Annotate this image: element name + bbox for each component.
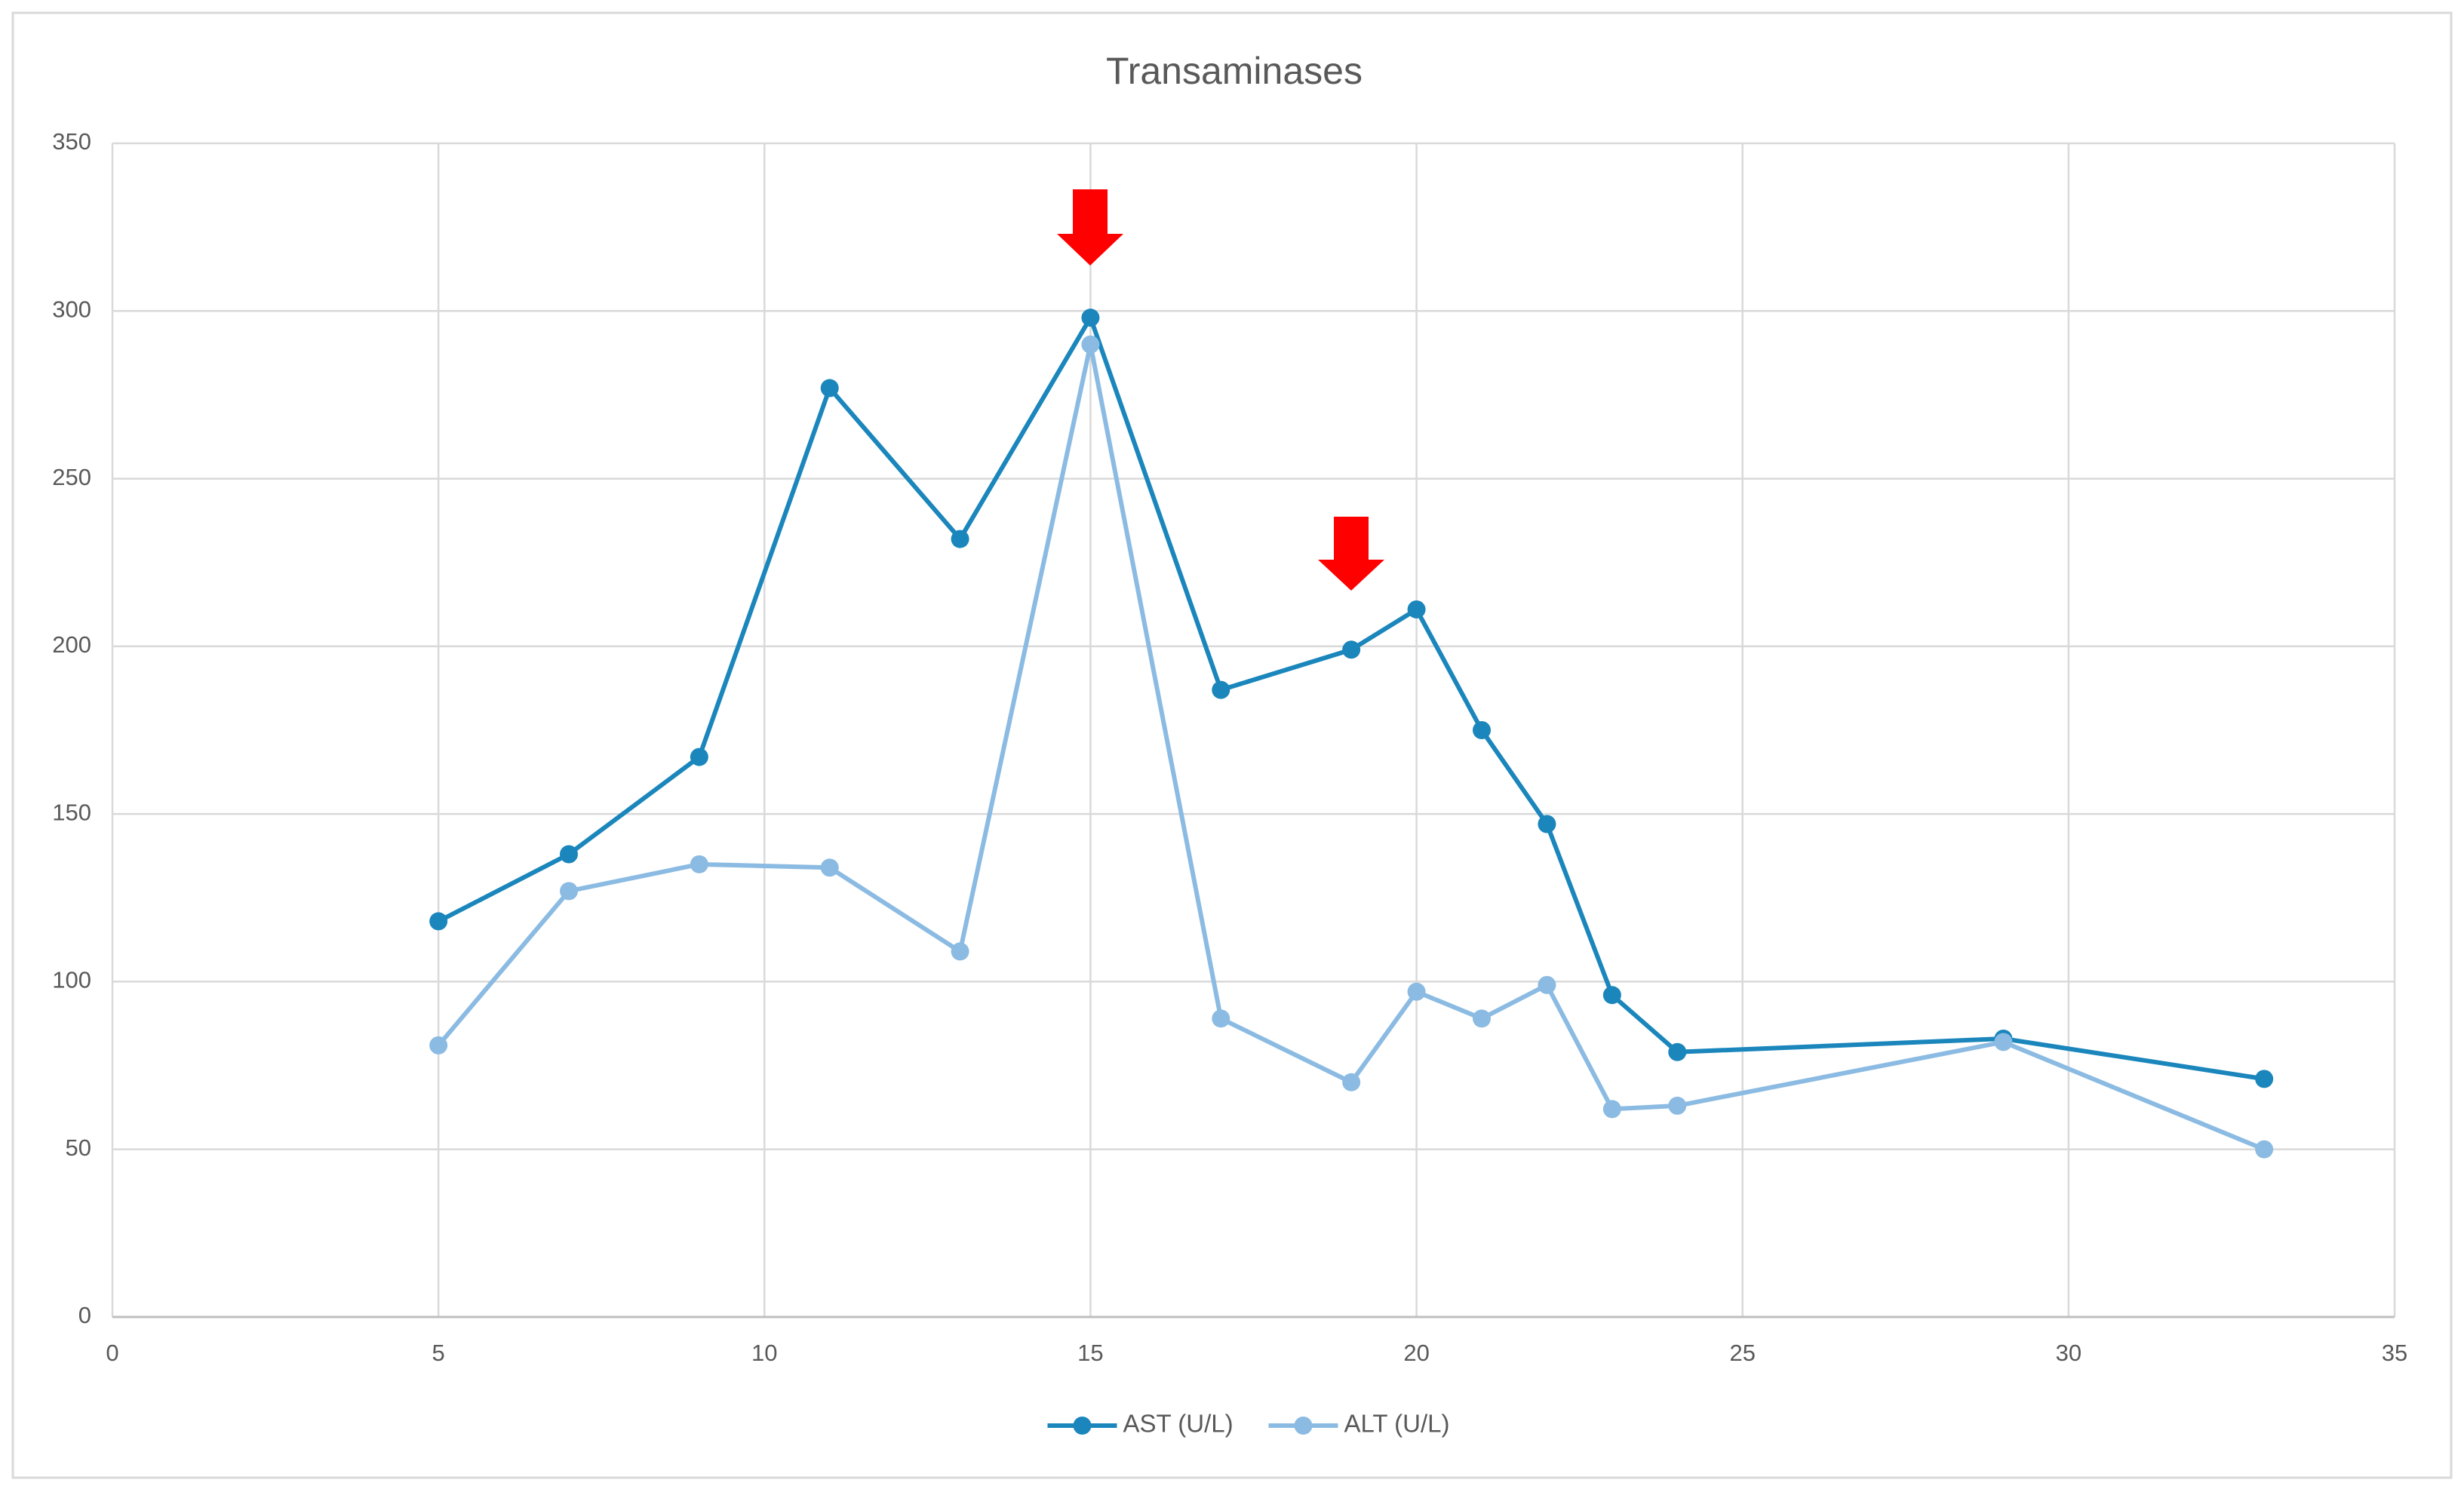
data-point [1212,680,1230,699]
data-point [560,882,578,901]
data-point [2255,1070,2274,1088]
data-point [1407,600,1426,619]
x-tick-label: 0 [106,1340,118,1366]
legend-label: AST (U/L) [1123,1410,1234,1438]
plot-area: 0 50 100 150 200 250 300 350 0 5 10 15 20 25 30 35 AST (… [52,128,2407,1438]
data-point [820,858,839,877]
chart-border [11,11,2453,1479]
data-point [690,855,708,873]
data-point [429,912,448,931]
x-tick-label: 35 [2382,1340,2407,1366]
data-point [1668,1096,1687,1115]
y-tick-label: 150 [52,799,91,825]
data-point [1994,1033,2013,1051]
data-point [1081,335,1100,354]
data-point [1602,1100,1621,1119]
x-tick-label: 10 [751,1340,777,1366]
data-point [820,379,839,398]
x-tick-label: 5 [432,1340,445,1366]
data-point [1342,640,1361,659]
x-tick-label: 25 [1729,1340,1755,1366]
data-point [1538,975,1556,994]
data-point [1538,815,1556,833]
data-point [1407,982,1426,1001]
x-tick-label: 20 [1403,1340,1429,1366]
legend-label: ALT (U/L) [1344,1410,1450,1438]
y-tick-label: 250 [52,464,91,490]
y-tick-label: 300 [52,296,91,322]
data-point [1602,986,1621,1005]
data-point [429,1036,448,1054]
annotation-arrow [1057,189,1123,266]
data-point [951,942,969,961]
data-point [560,845,578,864]
data-point [690,748,708,766]
data-point [951,530,969,548]
x-tick-label: 15 [1077,1340,1103,1366]
data-point [1473,721,1491,739]
data-point [1668,1042,1687,1061]
legend-marker [1294,1417,1313,1435]
data-point [1342,1073,1361,1091]
data-point [2255,1140,2274,1159]
y-tick-label: 350 [52,128,91,155]
legend-marker [1073,1417,1092,1435]
y-tick-label: 200 [52,631,91,658]
chart-title: Transaminases [1106,50,1363,92]
data-point [1473,1009,1491,1028]
data-point [1081,309,1100,327]
y-tick-label: 0 [78,1302,91,1328]
data-point [1212,1009,1230,1028]
annotation-arrow [1318,517,1384,591]
x-tick-label: 30 [2056,1340,2081,1366]
y-tick-label: 50 [66,1134,91,1161]
y-tick-label: 100 [52,967,91,993]
